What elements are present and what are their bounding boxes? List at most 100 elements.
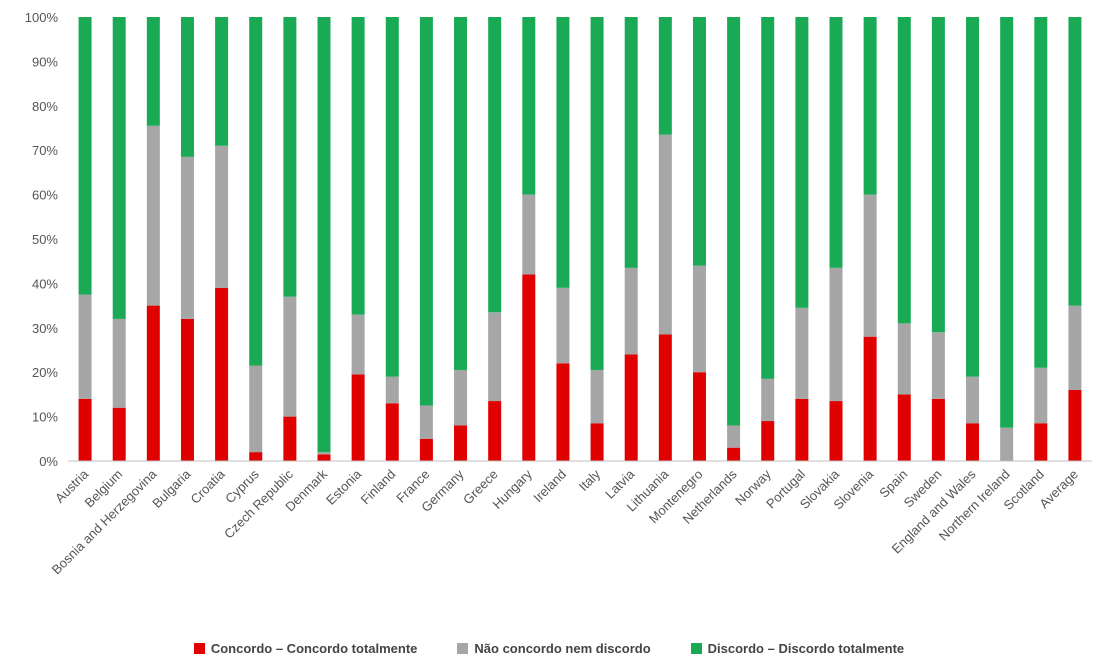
- x-category-label: Ireland: [530, 467, 569, 506]
- bar-segment-neutro: [966, 376, 980, 424]
- bar-segment-neutro: [385, 376, 399, 404]
- bar-segment-concordo: [351, 374, 365, 461]
- bar-segment-concordo: [419, 438, 433, 461]
- bar-segment-discordo: [488, 17, 502, 313]
- y-tick-label: 70%: [32, 143, 58, 158]
- x-category-label: Croatia: [187, 466, 228, 507]
- bar-segment-discordo: [454, 17, 468, 370]
- bar-segment-neutro: [624, 267, 638, 355]
- legend-item-neutro: Não concordo nem discordo: [457, 640, 651, 656]
- y-tick-label: 30%: [32, 321, 58, 336]
- bar-segment-discordo: [78, 17, 92, 295]
- y-tick-label: 40%: [32, 276, 58, 291]
- bars: [78, 17, 1082, 461]
- y-tick-label: 10%: [32, 410, 58, 425]
- bar-segment-discordo: [522, 17, 536, 195]
- bar-segment-discordo: [692, 17, 706, 266]
- bar-segment-concordo: [317, 454, 331, 461]
- bar-segment-concordo: [931, 398, 945, 461]
- bar-segment-concordo: [249, 452, 263, 461]
- bar-segment-neutro: [863, 194, 877, 337]
- bar-segment-discordo: [624, 17, 638, 268]
- bar-segment-discordo: [283, 17, 297, 297]
- bar-segment-discordo: [180, 17, 194, 157]
- y-tick-label: 20%: [32, 365, 58, 380]
- legend-label-neutro: Não concordo nem discordo: [474, 640, 651, 656]
- bar-segment-concordo: [727, 447, 741, 461]
- y-tick-label: 90%: [32, 54, 58, 69]
- bar-segment-neutro: [556, 287, 570, 364]
- bar-segment-concordo: [692, 372, 706, 461]
- legend-swatch-discordo: [690, 642, 702, 654]
- bar-segment-concordo: [112, 407, 126, 461]
- bar-segment-concordo: [863, 336, 877, 461]
- bar-segment-concordo: [385, 403, 399, 461]
- bar-segment-neutro: [146, 125, 160, 306]
- legend-swatch-concordo: [193, 642, 205, 654]
- y-axis: 0% 10% 20% 30% 40% 50% 60% 70% 80% 90% 100%: [25, 10, 59, 469]
- bar-segment-concordo: [658, 334, 672, 461]
- bar-segment-neutro: [419, 405, 433, 439]
- stacked-bar-chart: 0% 10% 20% 30% 40% 50% 60% 70% 80% 90% 100% Austri…: [25, 10, 1092, 577]
- y-tick-label: 80%: [32, 99, 58, 114]
- bar-segment-neutro: [317, 452, 331, 455]
- bar-segment-neutro: [692, 265, 706, 373]
- bar-segment-neutro: [283, 296, 297, 417]
- bar-segment-discordo: [795, 17, 809, 308]
- bar-segment-neutro: [112, 318, 126, 408]
- bar-segment-discordo: [897, 17, 911, 324]
- bar-segment-concordo: [78, 398, 92, 461]
- bar-segment-concordo: [897, 394, 911, 461]
- bar-segment-concordo: [454, 425, 468, 461]
- bar-segment-neutro: [931, 332, 945, 399]
- bar-segment-neutro: [727, 425, 741, 448]
- legend-swatch-neutro: [457, 642, 469, 654]
- bar-segment-neutro: [658, 134, 672, 335]
- bar-segment-neutro: [1000, 427, 1014, 461]
- bar-segment-discordo: [249, 17, 263, 366]
- y-tick-label: 0%: [39, 454, 58, 469]
- x-category-label: Italy: [576, 466, 604, 494]
- legend-item-discordo: Discordo – Discordo totalmente: [690, 640, 905, 656]
- y-tick-label: 100%: [25, 10, 59, 25]
- bar-segment-concordo: [488, 401, 502, 461]
- bar-segment-discordo: [658, 17, 672, 135]
- bar-segment-concordo: [215, 287, 229, 461]
- legend-label-concordo: Concordo – Concordo totalmente: [210, 640, 418, 656]
- bar-segment-discordo: [863, 17, 877, 195]
- bar-segment-concordo: [590, 423, 604, 461]
- legend-label-discordo: Discordo – Discordo totalmente: [707, 640, 905, 656]
- bar-segment-neutro: [897, 323, 911, 395]
- bar-segment-neutro: [522, 194, 536, 275]
- bar-segment-concordo: [1068, 389, 1082, 461]
- bar-segment-concordo: [1034, 423, 1048, 461]
- bar-segment-neutro: [215, 145, 229, 288]
- bar-segment-neutro: [454, 369, 468, 426]
- bar-segment-neutro: [180, 156, 194, 319]
- bar-segment-concordo: [829, 401, 843, 461]
- bar-segment-discordo: [419, 17, 433, 406]
- bar-segment-discordo: [317, 17, 331, 453]
- bar-segment-neutro: [1034, 367, 1048, 424]
- bar-segment-discordo: [931, 17, 945, 333]
- bar-segment-discordo: [556, 17, 570, 288]
- bar-segment-concordo: [761, 421, 775, 461]
- x-category-label: Estonia: [323, 466, 365, 508]
- bar-segment-concordo: [180, 318, 194, 461]
- bar-segment-discordo: [1034, 17, 1048, 368]
- bar-segment-discordo: [727, 17, 741, 426]
- bar-segment-neutro: [761, 378, 775, 422]
- bar-segment-discordo: [385, 17, 399, 377]
- bar-segment-neutro: [1068, 305, 1082, 390]
- x-category-label: Average: [1036, 467, 1081, 512]
- legend-item-concordo: Concordo – Concordo totalmente: [193, 640, 418, 656]
- x-category-label: Finland: [358, 467, 399, 508]
- bar-segment-concordo: [624, 354, 638, 461]
- bar-segment-discordo: [829, 17, 843, 268]
- bar-segment-discordo: [215, 17, 229, 146]
- bar-segment-neutro: [590, 369, 604, 424]
- bar-segment-discordo: [966, 17, 980, 377]
- bar-segment-discordo: [146, 17, 160, 126]
- bar-segment-discordo: [1068, 17, 1082, 306]
